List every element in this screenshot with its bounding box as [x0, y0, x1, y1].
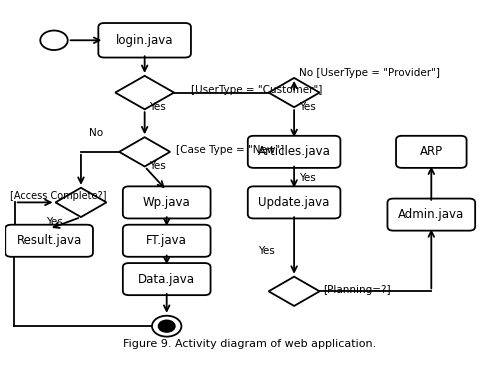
- Text: Yes: Yes: [148, 102, 166, 112]
- Text: Yes: Yes: [299, 102, 316, 112]
- Text: Yes: Yes: [148, 161, 166, 171]
- Text: FT.java: FT.java: [146, 234, 187, 247]
- Text: Result.java: Result.java: [16, 234, 82, 247]
- FancyBboxPatch shape: [388, 199, 475, 230]
- Text: Wp.java: Wp.java: [143, 196, 190, 209]
- Text: Admin.java: Admin.java: [398, 208, 464, 221]
- Text: Yes: Yes: [258, 246, 275, 256]
- FancyBboxPatch shape: [123, 225, 210, 257]
- Text: [Case Type = "New"]: [Case Type = "New"]: [176, 145, 284, 155]
- Text: Figure 9. Activity diagram of web application.: Figure 9. Activity diagram of web applic…: [124, 339, 376, 349]
- Text: No [UserType = "Provider"]: No [UserType = "Provider"]: [299, 68, 440, 79]
- Text: login.java: login.java: [116, 34, 173, 47]
- FancyBboxPatch shape: [5, 225, 93, 257]
- Text: [Planning=?]: [Planning=?]: [324, 285, 391, 295]
- Text: [Access Complete?]: [Access Complete?]: [10, 191, 106, 201]
- FancyBboxPatch shape: [123, 186, 210, 218]
- FancyBboxPatch shape: [248, 186, 340, 218]
- Text: Yes: Yes: [46, 217, 62, 226]
- Text: No: No: [88, 128, 102, 138]
- Text: Yes: Yes: [299, 173, 316, 183]
- Circle shape: [152, 316, 182, 337]
- Polygon shape: [268, 78, 320, 107]
- Polygon shape: [119, 137, 170, 167]
- Text: Data.java: Data.java: [138, 273, 195, 286]
- FancyBboxPatch shape: [396, 136, 466, 168]
- Circle shape: [40, 30, 68, 50]
- Circle shape: [158, 320, 175, 332]
- FancyBboxPatch shape: [123, 263, 210, 295]
- Text: ARP: ARP: [420, 145, 443, 158]
- FancyBboxPatch shape: [248, 136, 340, 168]
- Text: Update.java: Update.java: [258, 196, 330, 209]
- Text: [UserType = "Customer"]: [UserType = "Customer"]: [191, 85, 322, 95]
- Polygon shape: [115, 76, 174, 109]
- FancyBboxPatch shape: [98, 23, 191, 58]
- Polygon shape: [56, 188, 106, 217]
- Text: Articles.java: Articles.java: [258, 145, 330, 158]
- Polygon shape: [268, 277, 320, 306]
